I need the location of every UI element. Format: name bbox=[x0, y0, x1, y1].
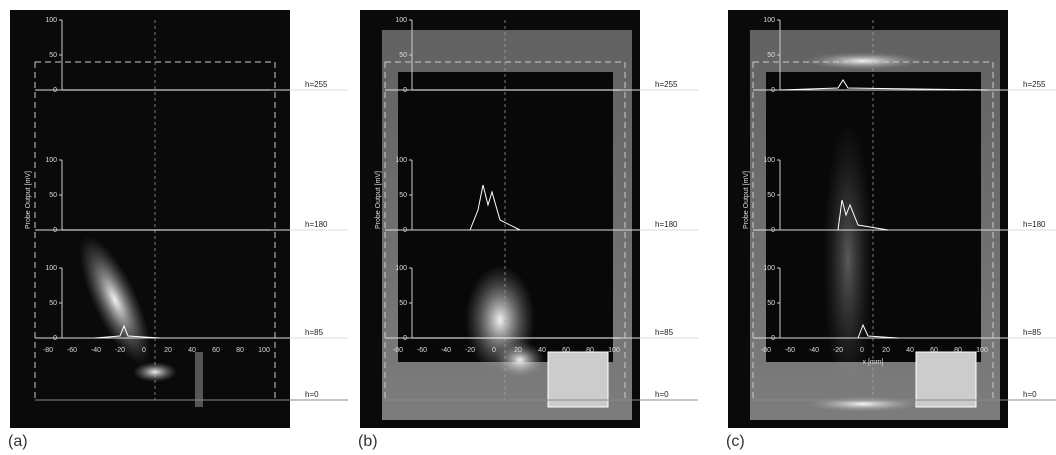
y-tick-label: 50 bbox=[767, 300, 775, 307]
panel: h=255h=180h=85h=0100500100500100500-80-6… bbox=[726, 10, 1056, 450]
height-label: h=0 bbox=[655, 390, 669, 399]
height-label: h=180 bbox=[1023, 220, 1046, 229]
height-label: h=0 bbox=[305, 390, 319, 399]
x-tick-label: -80 bbox=[43, 347, 53, 354]
x-tick-label: 100 bbox=[258, 347, 270, 354]
y-tick-label: 100 bbox=[45, 265, 57, 272]
y-tick-label: 50 bbox=[399, 300, 407, 307]
y-tick-label: 100 bbox=[763, 265, 775, 272]
x-tick-label: -80 bbox=[761, 347, 771, 354]
x-tick-label: 100 bbox=[976, 347, 988, 354]
height-label: h=255 bbox=[305, 80, 328, 89]
y-axis-label: Probe Output [mV] bbox=[25, 171, 32, 229]
height-label: h=85 bbox=[305, 328, 324, 337]
x-tick-label: 20 bbox=[514, 347, 522, 354]
y-tick-label: 0 bbox=[403, 87, 407, 94]
x-tick-label: 40 bbox=[188, 347, 196, 354]
figure: h=255h=180h=85h=0100500100500100500-80-6… bbox=[0, 0, 1056, 455]
y-tick-label: 50 bbox=[49, 52, 57, 59]
y-tick-label: 100 bbox=[763, 157, 775, 164]
y-tick-label: 50 bbox=[399, 192, 407, 199]
y-tick-label: 50 bbox=[767, 52, 775, 59]
x-tick-label: 60 bbox=[562, 347, 570, 354]
x-tick-label: -60 bbox=[785, 347, 795, 354]
x-tick-label: 0 bbox=[492, 347, 496, 354]
y-tick-label: 100 bbox=[45, 17, 57, 24]
x-tick-label: -40 bbox=[809, 347, 819, 354]
nozzle bbox=[548, 352, 608, 407]
x-tick-label: 20 bbox=[164, 347, 172, 354]
panel: h=255h=180h=85h=0100500100500100500-80-6… bbox=[8, 10, 348, 450]
height-label: h=255 bbox=[1023, 80, 1046, 89]
x-tick-label: 20 bbox=[882, 347, 890, 354]
nozzle bbox=[916, 352, 976, 407]
y-tick-label: 0 bbox=[771, 87, 775, 94]
x-tick-label: 40 bbox=[906, 347, 914, 354]
y-tick-label: 0 bbox=[403, 335, 407, 342]
y-tick-label: 0 bbox=[771, 227, 775, 234]
x-axis-label: x [mm] bbox=[863, 359, 884, 366]
x-tick-label: -60 bbox=[417, 347, 427, 354]
x-tick-label: -80 bbox=[393, 347, 403, 354]
y-tick-label: 50 bbox=[767, 192, 775, 199]
bottom-glow bbox=[803, 396, 923, 412]
x-tick-label: 0 bbox=[142, 347, 146, 354]
y-axis-label: Probe Output [mV] bbox=[743, 171, 750, 229]
panel: h=255h=180h=85h=0100500100500100500-80-6… bbox=[358, 10, 698, 450]
y-tick-label: 0 bbox=[403, 227, 407, 234]
y-tick-label: 100 bbox=[395, 17, 407, 24]
chamber bbox=[766, 72, 981, 362]
height-label: h=85 bbox=[655, 328, 674, 337]
y-tick-label: 0 bbox=[53, 87, 57, 94]
height-label: h=180 bbox=[655, 220, 678, 229]
height-label: h=180 bbox=[305, 220, 328, 229]
nozzle bbox=[195, 352, 203, 407]
x-tick-label: 60 bbox=[930, 347, 938, 354]
y-tick-label: 0 bbox=[53, 227, 57, 234]
x-tick-label: -40 bbox=[91, 347, 101, 354]
x-tick-label: 80 bbox=[586, 347, 594, 354]
x-tick-label: 0 bbox=[860, 347, 864, 354]
y-tick-label: 50 bbox=[49, 300, 57, 307]
panel-label: (c) bbox=[726, 433, 745, 450]
y-tick-label: 100 bbox=[45, 157, 57, 164]
x-tick-label: -40 bbox=[441, 347, 451, 354]
x-tick-label: -20 bbox=[115, 347, 125, 354]
y-tick-label: 0 bbox=[53, 335, 57, 342]
x-tick-label: 80 bbox=[236, 347, 244, 354]
y-axis-label: Probe Output [mV] bbox=[375, 171, 382, 229]
height-label: h=0 bbox=[1023, 390, 1037, 399]
y-tick-label: 50 bbox=[399, 52, 407, 59]
top-glow bbox=[803, 52, 923, 70]
x-tick-label: 100 bbox=[608, 347, 620, 354]
x-tick-label: 40 bbox=[538, 347, 546, 354]
y-tick-label: 50 bbox=[49, 192, 57, 199]
y-tick-label: 0 bbox=[771, 335, 775, 342]
x-tick-label: 80 bbox=[954, 347, 962, 354]
y-tick-label: 100 bbox=[395, 265, 407, 272]
panel-label: (b) bbox=[358, 433, 378, 450]
y-tick-label: 100 bbox=[763, 17, 775, 24]
height-label: h=255 bbox=[655, 80, 678, 89]
height-label: h=85 bbox=[1023, 328, 1042, 337]
x-tick-label: -20 bbox=[833, 347, 843, 354]
x-tick-label: 60 bbox=[212, 347, 220, 354]
panel-label: (a) bbox=[8, 433, 28, 450]
x-tick-label: -20 bbox=[465, 347, 475, 354]
x-tick-label: -60 bbox=[67, 347, 77, 354]
y-tick-label: 100 bbox=[395, 157, 407, 164]
